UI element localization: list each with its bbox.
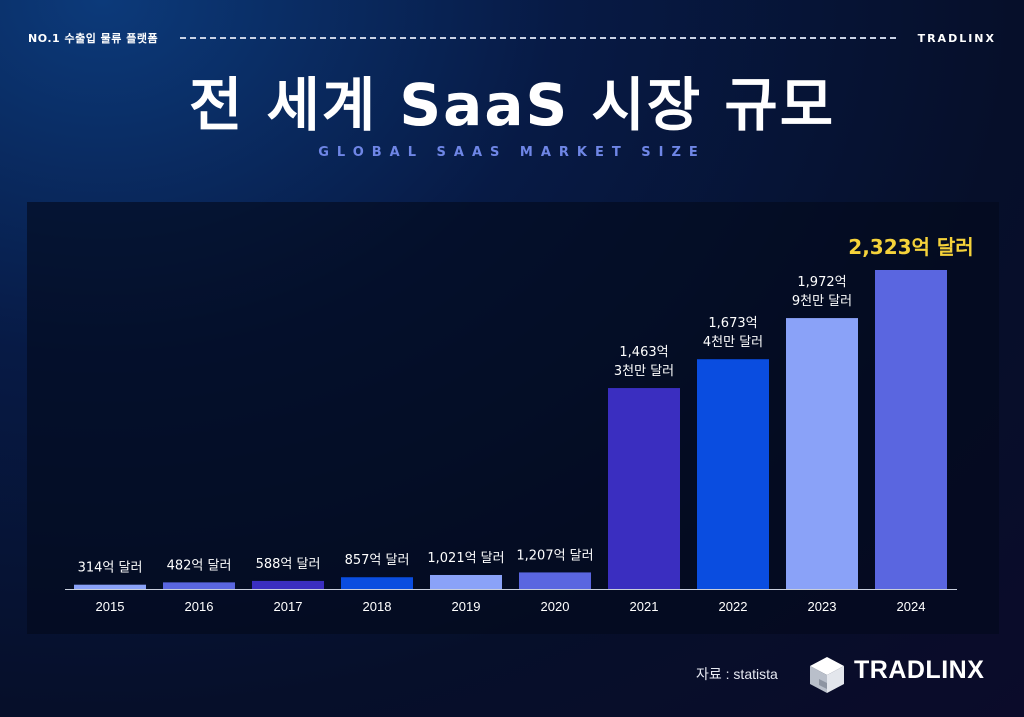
- data-label-2016: 482억 달러: [167, 558, 232, 573]
- x-tick-label: 2019: [452, 599, 481, 614]
- x-tick-label: 2024: [897, 599, 926, 614]
- data-label-2019: 1,021억 달러: [427, 551, 504, 566]
- top-bar: NO.1 수출입 물류 플랫폼 TRADLINX: [28, 30, 996, 46]
- x-tick-label: 2021: [630, 599, 659, 614]
- data-label-2024: 2,323억 달러: [848, 235, 973, 259]
- bar-2017: [252, 580, 324, 589]
- bar-2018: [341, 577, 413, 589]
- bar-2024: [875, 270, 947, 589]
- bar-chart: 2015 314억 달러 2016 482억 달러 2017 588억 달러 2018 857…: [65, 235, 974, 614]
- chart-subtitle: GLOBAL SAAS MARKET SIZE: [318, 145, 706, 160]
- bar-2021: [608, 388, 680, 589]
- brand-tagline: NO.1 수출입 물류 플랫폼: [28, 32, 159, 45]
- data-label-2021: 1,463억: [619, 345, 668, 360]
- bar-2015: [74, 584, 146, 589]
- dashed-divider: [180, 37, 896, 39]
- x-tick-label: 2020: [541, 599, 570, 614]
- data-label-2020: 1,207억 달러: [516, 548, 593, 563]
- brand-logo-text: TRADLINX: [854, 656, 985, 684]
- x-tick-label: 2022: [719, 599, 748, 614]
- cube-logo-icon: [810, 657, 844, 693]
- data-label-2023: 1,972억: [797, 275, 846, 290]
- data-label-2022: 1,673억: [708, 316, 757, 331]
- source-note: 자료 : statista: [696, 666, 778, 682]
- data-label-2021: 3천만 달러: [614, 364, 674, 379]
- bar-2019: [430, 574, 502, 589]
- data-label-2015: 314억 달러: [78, 561, 143, 576]
- chart-panel: 2015 314억 달러 2016 482억 달러 2017 588억 달러 2018 857…: [27, 202, 999, 634]
- x-tick-label: 2018: [363, 599, 392, 614]
- brand-name-top: TRADLINX: [917, 31, 996, 45]
- x-tick-label: 2017: [274, 599, 303, 614]
- bar-2022: [697, 359, 769, 589]
- data-label-2023: 9천만 달러: [792, 294, 852, 309]
- chart-title: 전 세계 SaaS 시장 규모: [188, 71, 836, 139]
- bar-2016: [163, 582, 235, 589]
- data-label-2017: 588억 달러: [256, 557, 321, 572]
- bar-2023: [786, 318, 858, 589]
- x-tick-label: 2015: [96, 599, 125, 614]
- data-label-2018: 857억 달러: [345, 553, 410, 568]
- x-tick-label: 2023: [808, 599, 837, 614]
- x-tick-label: 2016: [185, 599, 214, 614]
- data-label-2022: 4천만 달러: [703, 335, 763, 350]
- bar-2020: [519, 572, 591, 589]
